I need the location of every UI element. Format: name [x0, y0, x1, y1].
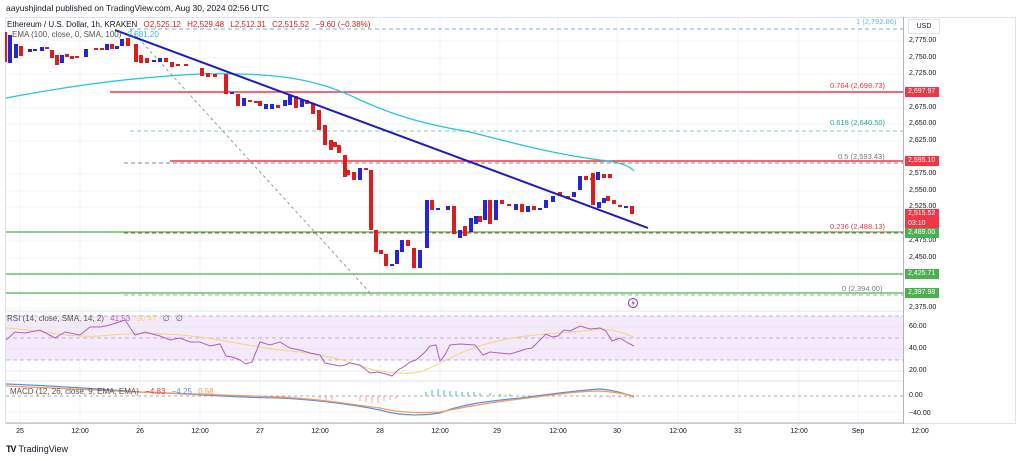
rsi-label: RSI (14, close, SMA, 14, 2) [7, 314, 104, 323]
left-edge-marker [5, 32, 7, 62]
fib-label-1: 1 (2,792.86) [856, 17, 897, 26]
time-tick: 25 [16, 428, 24, 435]
rsi-line [5, 319, 635, 377]
rsi-value: 41.53 [110, 314, 131, 323]
macd-histogram [319, 389, 631, 403]
ema-legend: EMA (100, close, 0, SMA, 100) 2,581.20 [12, 30, 163, 39]
price-tick: 2,375.00 [909, 304, 937, 311]
macd-tick: −40.00 [909, 410, 931, 417]
macd-signal-value: −4.25 [171, 387, 192, 396]
price-tick: 2,575.00 [909, 170, 937, 177]
ema-label: EMA (100, close, 0, SMA, 100) [12, 30, 122, 39]
price-tick: 2,450.00 [909, 254, 937, 261]
time-tick: 12:00 [669, 428, 687, 435]
price-marker-last: 2,515.52 03:10 [905, 209, 939, 229]
fibonacci-levels [124, 28, 903, 296]
time-tick: 30 [613, 428, 621, 435]
time-tick: 12:00 [549, 428, 567, 435]
time-tick: 12:00 [431, 428, 449, 435]
trend-line [114, 29, 649, 229]
time-tick: 27 [256, 428, 264, 435]
signal-line [5, 385, 635, 414]
macd-legend: MACD (12, 26, close, 9, EMA, EMA) −4.83 … [10, 387, 218, 396]
price-tick: 2,525.00 [909, 203, 937, 210]
macd-tick: 0.00 [909, 392, 923, 399]
price-marker-resistance-2: 2,595.10 [905, 156, 939, 166]
fib-anchor-line [129, 28, 373, 296]
last-price: 2,515.52 [908, 210, 936, 217]
rsi-tick: 40.00 [909, 345, 927, 352]
price-tick: 2,625.00 [909, 137, 937, 144]
price-marker-support-3: 2,397.98 [905, 288, 939, 298]
price-tick: 2,775.00 [909, 37, 937, 44]
price-marker-support-1: 2,489.00 [905, 228, 939, 238]
time-tick: 12:00 [191, 428, 209, 435]
macd-value: −4.83 [145, 387, 166, 396]
time-tick: 31 [734, 428, 742, 435]
tradingview-brand[interactable]: TV TradingView [6, 444, 68, 454]
publisher-caption: aayushjindal published on TradingView.co… [6, 3, 270, 13]
fib-label-0: 0 (2,394.00) [842, 284, 883, 293]
time-tick: 26 [136, 428, 144, 435]
lightning-icon [628, 298, 638, 308]
macd-label: MACD (12, 26, close, 9, EMA, EMA) [10, 387, 139, 396]
price-tick: 2,725.00 [909, 70, 937, 77]
fib-label-0764: 0.764 (2,698.73) [830, 81, 886, 90]
price-tick: 2,650.00 [909, 120, 937, 127]
time-tick: 12:00 [911, 428, 929, 435]
fib-label-0618: 0.618 (2,640.50) [830, 118, 886, 127]
low-value: L2,512.31 [230, 20, 266, 29]
symbol-label: Ethereum / U.S. Dollar, 1h, KRAKEN [7, 20, 138, 29]
price-marker-resistance-1: 2,697.97 [905, 87, 939, 97]
high-value: H2,529.48 [187, 20, 225, 29]
currency-button[interactable]: USD [908, 19, 940, 34]
candles [8, 35, 634, 268]
price-tick: 2,750.00 [909, 54, 937, 61]
vertical-grid [19, 18, 859, 423]
horizontal-grid [6, 40, 903, 309]
horizontal-levels [6, 91, 903, 294]
time-tick: 28 [376, 428, 384, 435]
fib-label-0236: 0.236 (2,488.13) [830, 222, 886, 231]
brand-label: TradingView [18, 444, 69, 454]
rsi-tick: 20.00 [909, 367, 927, 374]
tradingview-logo-icon: TV [6, 444, 16, 454]
ema-line [5, 73, 635, 172]
time-tick: 12:00 [311, 428, 329, 435]
bar-countdown: 03:10 [908, 220, 926, 227]
rsi-extra1: ∅ [162, 314, 170, 323]
time-tick: 12:00 [71, 428, 89, 435]
fib-label-05: 0.5 (2,593.43) [838, 152, 885, 161]
symbol-legend: Ethereum / U.S. Dollar, 1h, KRAKEN O2,52… [7, 20, 374, 29]
rsi-ma-value: 50.47 [136, 314, 157, 323]
rsi-extra2: ∅ [175, 314, 183, 323]
close-value: C2,515.52 [272, 20, 310, 29]
price-tick: 2,550.00 [909, 187, 937, 194]
open-value: O2,525.12 [143, 20, 181, 29]
change-value: −9.60 (−0.38%) [315, 20, 371, 29]
price-tick: 2,475.00 [909, 237, 937, 244]
price-tick: 2,675.00 [909, 104, 937, 111]
rsi-tick: 60.00 [909, 323, 927, 330]
ema-value: 2,581.20 [127, 30, 159, 39]
rsi-legend: RSI (14, close, SMA, 14, 2) 41.53 50.47 … [7, 314, 187, 323]
price-marker-support-2: 2,425.71 [905, 269, 939, 279]
time-tick: Sep [851, 428, 865, 435]
macd-hist-value: 0.58 [198, 387, 214, 396]
time-tick: 12:00 [790, 428, 808, 435]
time-tick: 29 [493, 428, 501, 435]
price-axis-border [903, 17, 904, 424]
